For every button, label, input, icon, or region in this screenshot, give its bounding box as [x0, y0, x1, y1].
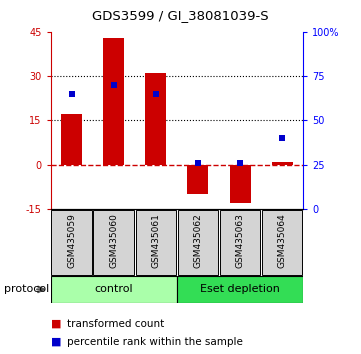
Bar [103, 38, 124, 165]
Bar [220, 210, 260, 275]
Text: GSM435063: GSM435063 [236, 213, 244, 268]
Text: transformed count: transformed count [67, 319, 164, 329]
Text: protocol: protocol [4, 284, 49, 295]
Bar [51, 210, 92, 275]
Bar [177, 276, 303, 303]
Text: GSM435062: GSM435062 [193, 213, 203, 268]
Text: GSM435059: GSM435059 [67, 213, 76, 268]
Text: control: control [95, 284, 133, 295]
Text: Eset depletion: Eset depletion [200, 284, 280, 295]
Text: ■: ■ [51, 319, 61, 329]
Text: GSM435064: GSM435064 [278, 213, 287, 268]
Bar [262, 210, 303, 275]
Bar [51, 276, 177, 303]
Text: ■: ■ [51, 337, 61, 347]
Bar [61, 114, 82, 165]
Text: GSM435061: GSM435061 [151, 213, 160, 268]
Bar [136, 210, 176, 275]
Bar [187, 165, 208, 194]
Bar [145, 73, 166, 165]
Bar [230, 165, 251, 203]
Text: percentile rank within the sample: percentile rank within the sample [67, 337, 243, 347]
Text: GSM435060: GSM435060 [109, 213, 118, 268]
Text: GDS3599 / GI_38081039-S: GDS3599 / GI_38081039-S [92, 9, 269, 22]
Bar [93, 210, 134, 275]
Bar [178, 210, 218, 275]
Bar [271, 162, 293, 165]
